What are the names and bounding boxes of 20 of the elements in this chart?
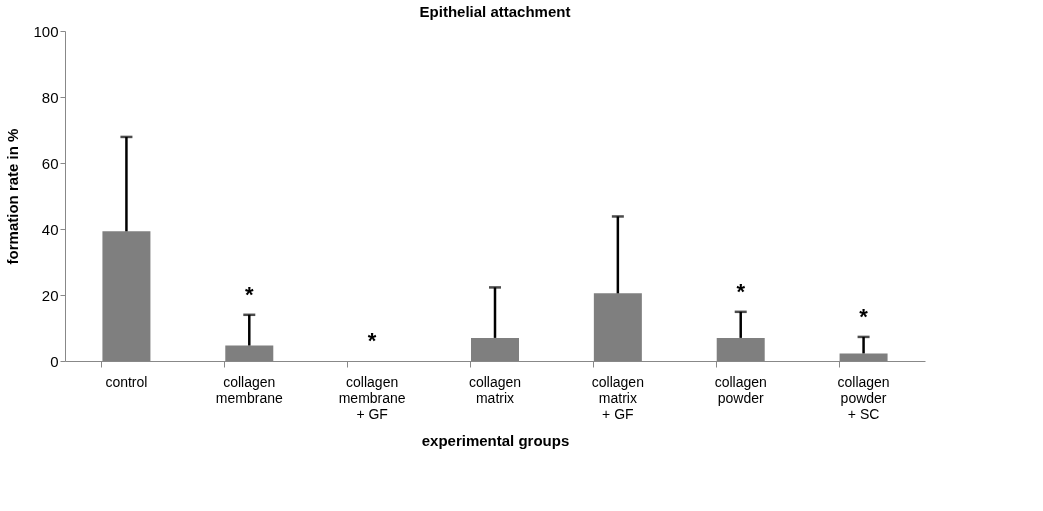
x-tick-label: collagen powder [714,373,767,406]
x-tick-label: collagen membrane [215,373,283,406]
annotation: * [367,328,377,353]
chart-title: Epithelial attachment [419,3,571,20]
y-tick-label: 0 [50,352,59,370]
x-tick-label: collagen matrix + GF [591,373,644,422]
y-tick-label: 20 [41,286,59,304]
annotation: * [859,303,869,329]
y-tick-label: 100 [33,22,59,40]
x-tick-label: collagen matrix [468,373,522,406]
x-tick-label: collagen powder + SC [837,373,890,422]
annotation: * [245,281,254,307]
y-tick-label: 40 [41,220,59,238]
y-tick-label: 60 [41,154,59,172]
x-axis-title: experimental groups [421,431,570,449]
y-tick-label: 80 [41,88,59,106]
y-axis-title: formation rate in % [4,128,22,265]
annotation: * [736,278,746,304]
x-tick-label: collagen membrane + GF [338,373,406,422]
x-tick-label: control [105,373,148,390]
